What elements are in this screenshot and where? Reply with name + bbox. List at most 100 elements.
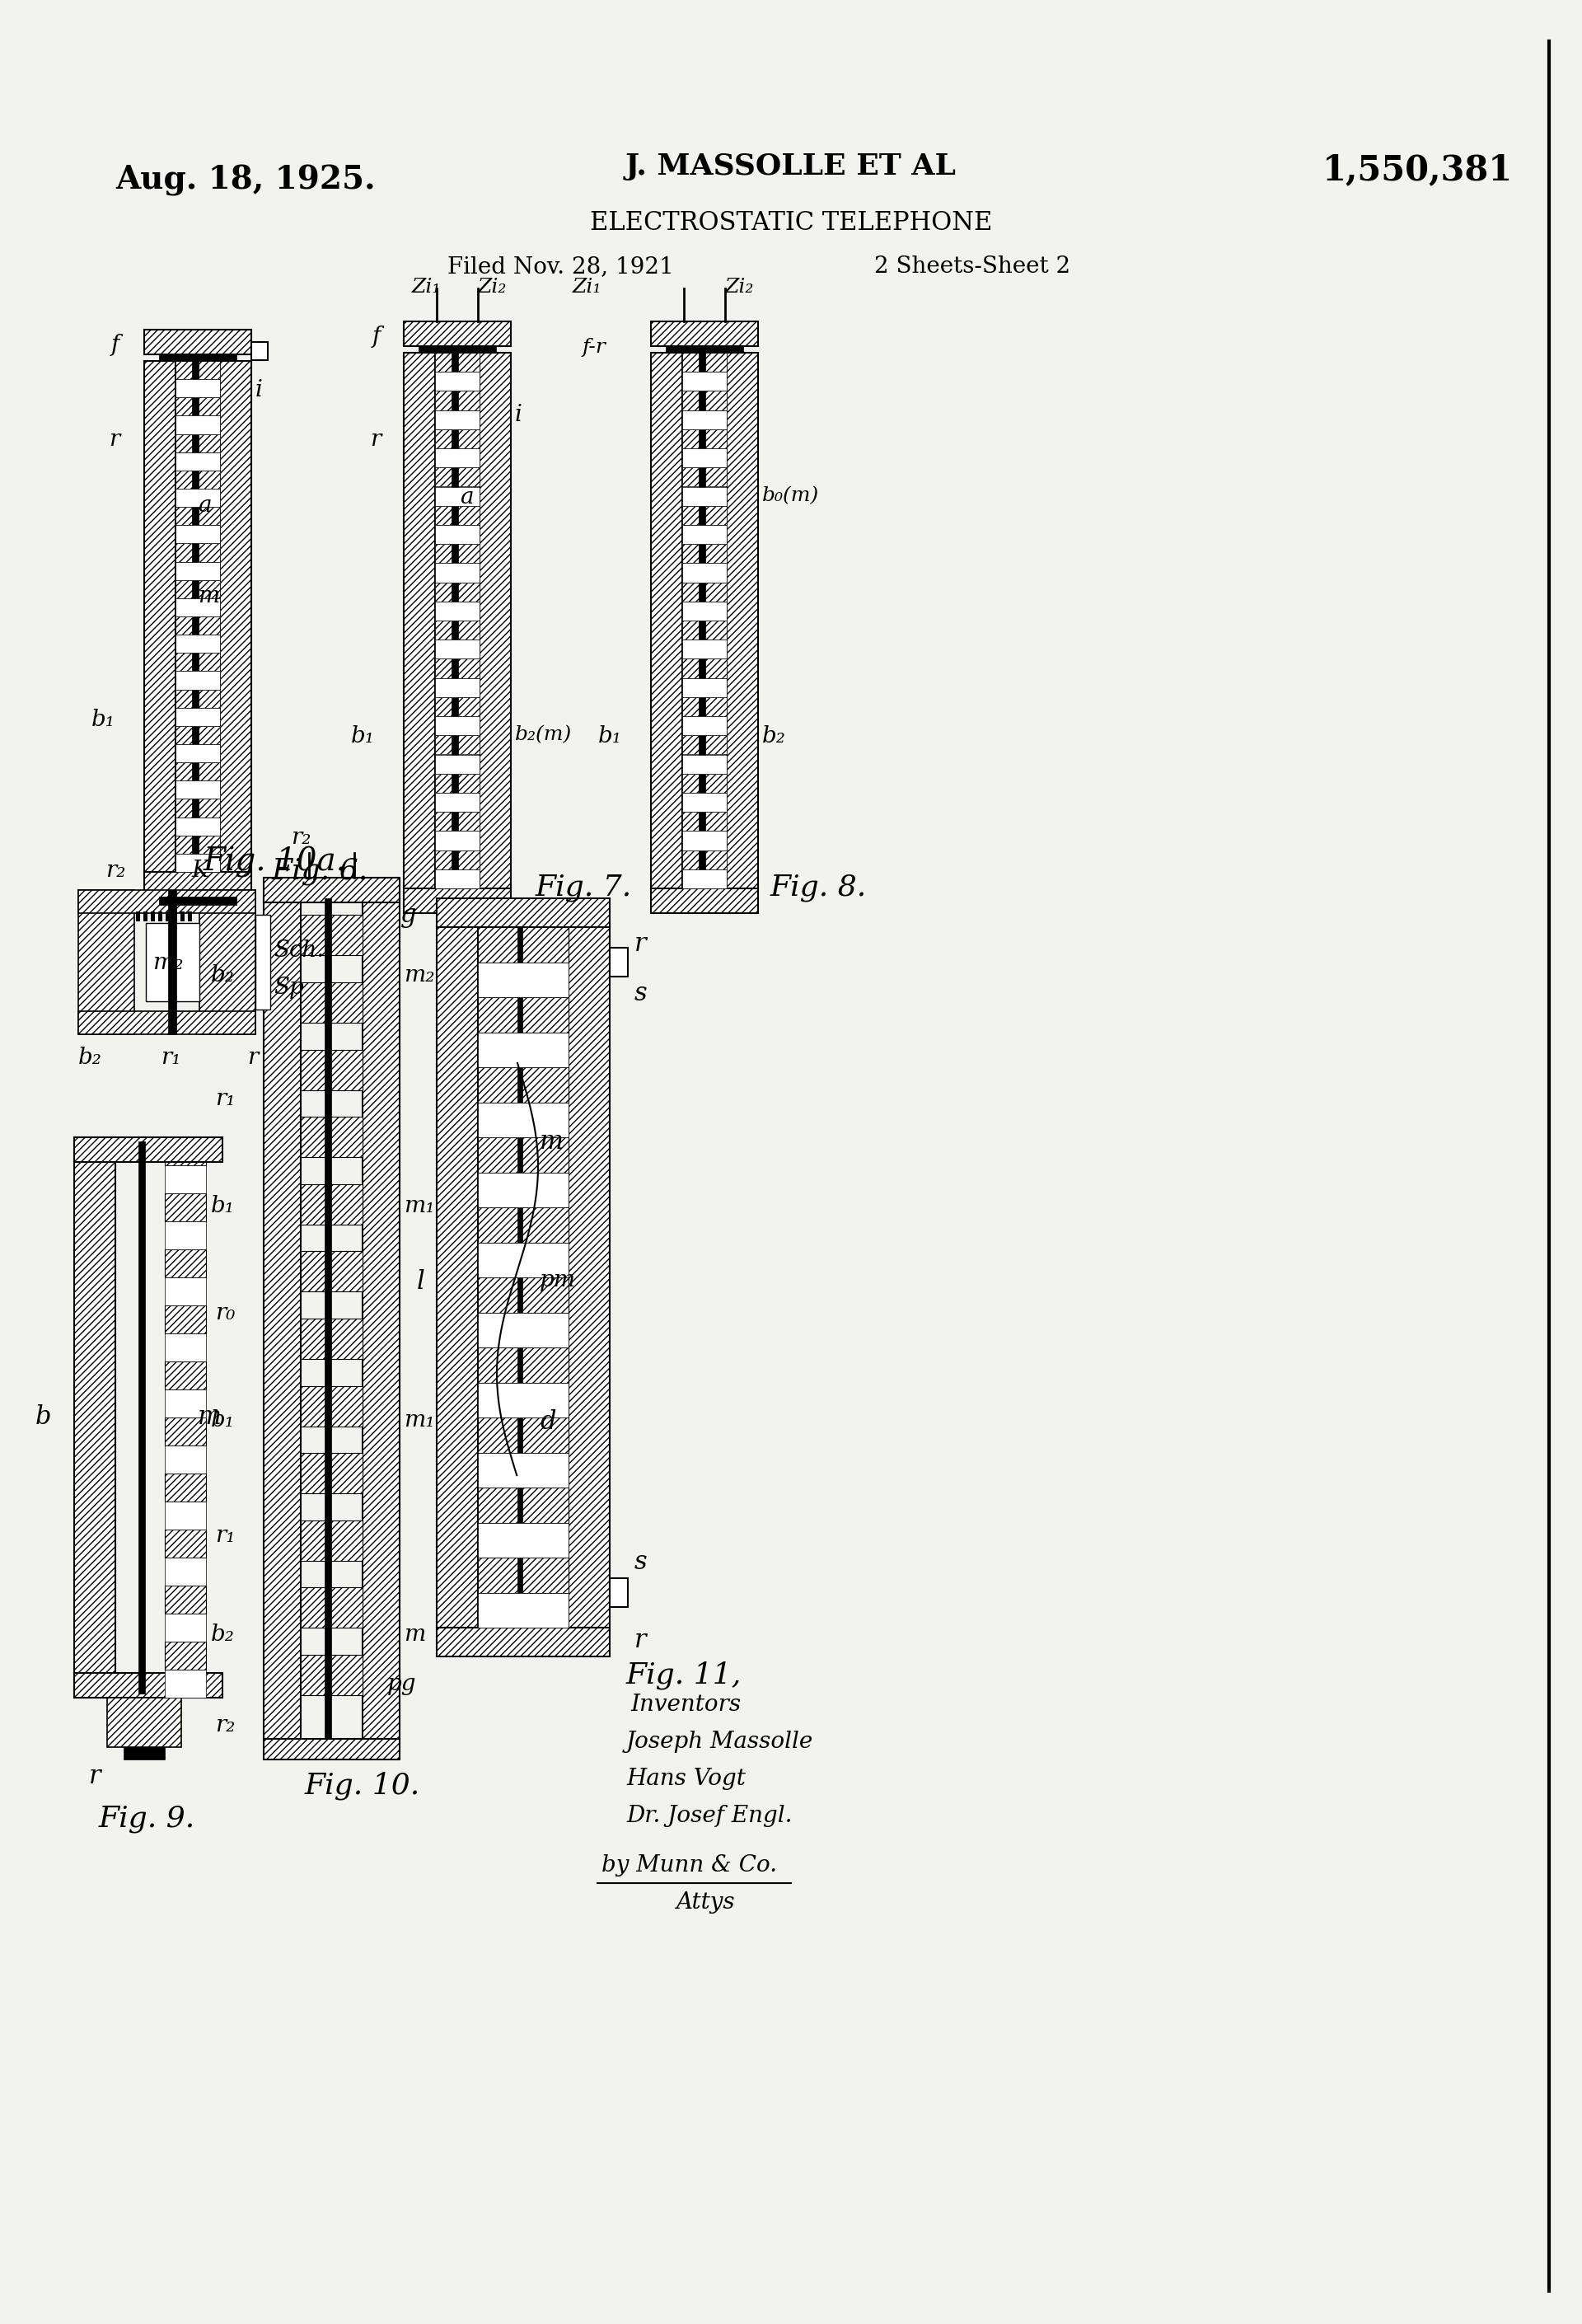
Bar	[176, 416, 220, 435]
Text: Filed Nov. 28, 1921: Filed Nov. 28, 1921	[448, 256, 674, 279]
Text: Sp: Sp	[274, 976, 304, 999]
Bar	[176, 762, 220, 781]
Text: b₂(m): b₂(m)	[516, 725, 573, 744]
Bar	[165, 1501, 206, 1529]
Bar	[682, 583, 726, 602]
Bar	[650, 888, 758, 913]
Bar	[165, 1529, 206, 1557]
Bar	[682, 507, 726, 525]
Bar	[682, 602, 726, 621]
Text: b₁: b₁	[210, 1408, 234, 1432]
Text: i: i	[516, 404, 522, 425]
Text: K: K	[191, 860, 209, 881]
Text: r₁: r₁	[161, 1046, 180, 1069]
Bar	[435, 716, 479, 734]
Text: r: r	[634, 1627, 647, 1652]
Text: r₁: r₁	[215, 1525, 234, 1548]
Text: Attys: Attys	[676, 1892, 734, 1913]
Bar	[650, 353, 682, 888]
Bar	[435, 390, 479, 409]
Bar	[176, 507, 220, 525]
Text: Zi₂: Zi₂	[478, 279, 508, 297]
Text: m: m	[198, 586, 220, 607]
Bar	[435, 774, 479, 792]
Text: Hans Vogt: Hans Vogt	[626, 1769, 745, 1789]
Text: m: m	[539, 1129, 563, 1155]
Bar	[301, 1452, 362, 1494]
Bar	[255, 916, 271, 1009]
Text: b₀(m): b₀(m)	[763, 486, 819, 504]
Bar	[682, 430, 726, 449]
Bar	[478, 1032, 568, 1067]
Bar	[176, 379, 220, 397]
Bar	[136, 911, 141, 920]
Bar	[165, 1669, 206, 1697]
Bar	[568, 927, 609, 1627]
Text: Aug. 18, 1925.: Aug. 18, 1925.	[115, 165, 375, 195]
Bar	[301, 1118, 362, 1157]
Text: pg: pg	[388, 1673, 416, 1694]
Bar	[176, 525, 220, 544]
Bar	[435, 583, 479, 602]
Bar	[435, 734, 479, 755]
Bar	[168, 890, 176, 1034]
Bar	[165, 1136, 206, 1164]
Bar	[682, 372, 726, 390]
Text: r₀: r₀	[215, 1301, 234, 1325]
Text: m₂: m₂	[152, 953, 184, 974]
Bar	[176, 435, 220, 453]
Bar	[435, 697, 479, 716]
Bar	[78, 1011, 255, 1034]
Bar	[123, 1748, 165, 1759]
Bar	[435, 679, 479, 697]
Bar	[74, 1136, 115, 1697]
Text: r: r	[109, 428, 120, 451]
Text: d: d	[539, 1408, 555, 1434]
Text: m₁: m₁	[403, 1408, 435, 1432]
Bar	[682, 734, 726, 755]
Bar	[666, 346, 744, 353]
Bar	[478, 1418, 568, 1452]
Bar	[165, 1446, 206, 1473]
Bar	[682, 832, 726, 851]
Bar	[160, 897, 236, 904]
Bar	[682, 697, 726, 716]
Bar	[165, 1418, 206, 1446]
Bar	[176, 709, 220, 725]
Bar	[682, 562, 726, 583]
Text: b₂: b₂	[210, 964, 234, 985]
Bar	[158, 911, 163, 920]
Bar	[435, 811, 479, 832]
Bar	[176, 360, 220, 379]
Text: Zi₁: Zi₁	[411, 279, 441, 297]
Bar	[165, 1362, 206, 1390]
Bar	[478, 1102, 568, 1136]
Bar	[682, 774, 726, 792]
Text: 2 Sheets-Sheet 2: 2 Sheets-Sheet 2	[875, 256, 1071, 279]
Bar	[682, 869, 726, 888]
Bar	[435, 621, 479, 639]
Text: b₁: b₁	[92, 709, 115, 732]
Bar	[699, 353, 706, 888]
Bar	[160, 353, 236, 360]
Text: ELECTROSTATIC TELEPHONE: ELECTROSTATIC TELEPHONE	[590, 209, 992, 235]
Text: r: r	[634, 932, 647, 957]
Text: m₁: m₁	[403, 1195, 435, 1218]
Bar	[165, 1278, 206, 1306]
Bar	[478, 1487, 568, 1522]
Bar	[139, 1141, 146, 1694]
Bar	[301, 1520, 362, 1562]
Bar	[301, 1250, 362, 1292]
Bar	[176, 634, 220, 653]
Bar	[478, 1208, 568, 1243]
Text: f-r: f-r	[582, 337, 606, 358]
Bar	[176, 562, 220, 581]
Bar	[176, 653, 220, 672]
Bar	[301, 916, 362, 955]
Bar	[435, 544, 479, 562]
Text: r: r	[370, 428, 381, 451]
Text: b₁: b₁	[210, 1195, 234, 1218]
Bar	[301, 1050, 362, 1090]
Bar	[478, 997, 568, 1032]
Bar	[682, 449, 726, 467]
